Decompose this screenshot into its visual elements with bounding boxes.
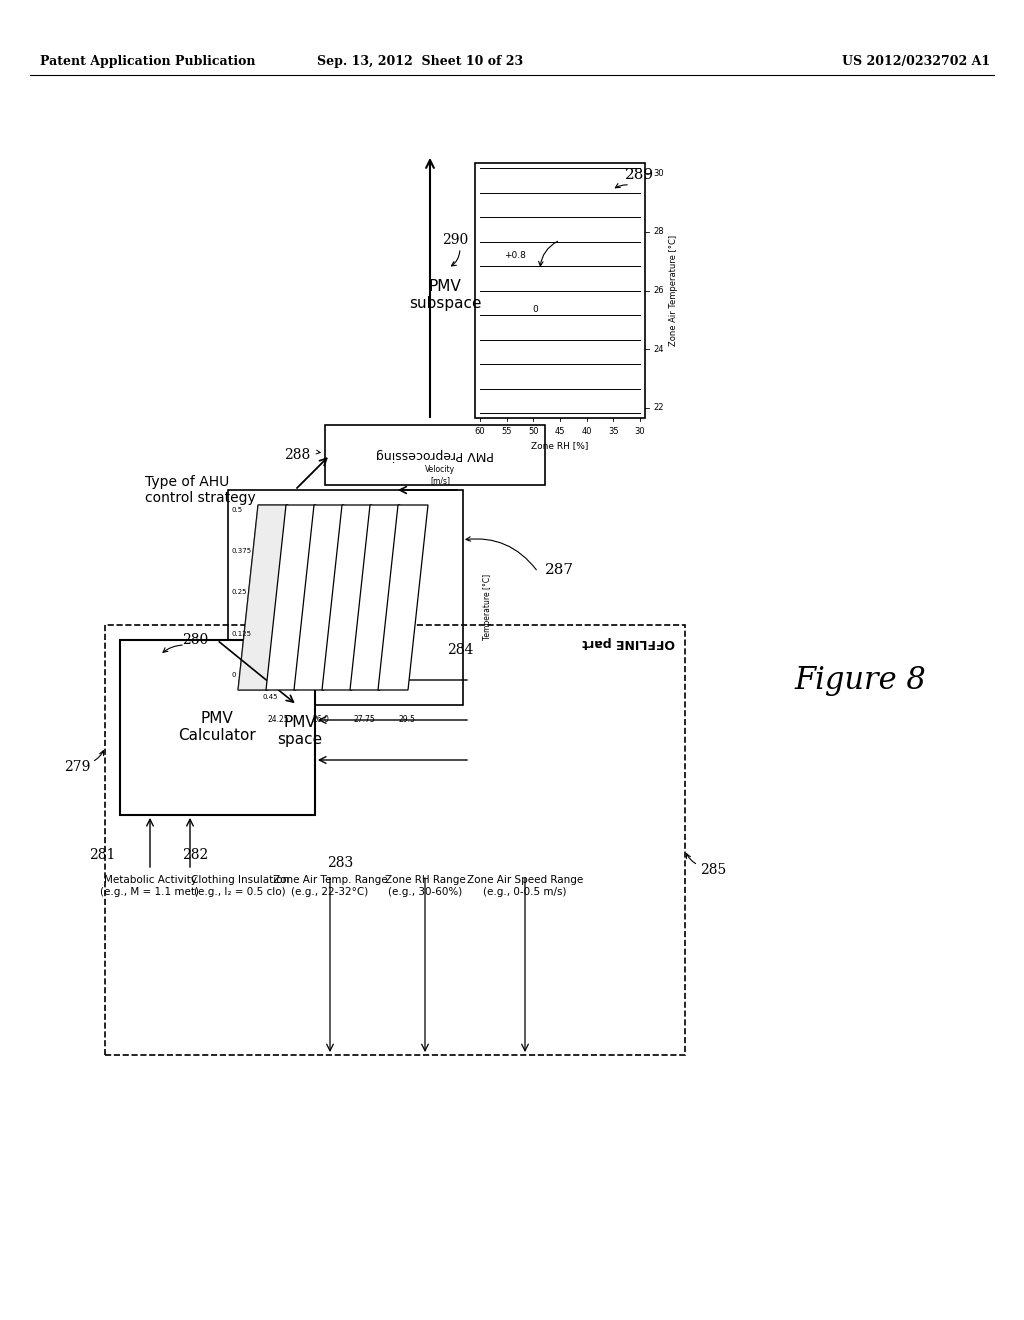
Text: 45: 45 [555, 428, 565, 437]
Text: 27.75: 27.75 [353, 714, 375, 723]
Text: 280: 280 [182, 634, 208, 647]
Text: Zone RH [%]: Zone RH [%] [531, 441, 589, 450]
Text: 40: 40 [582, 428, 592, 437]
Polygon shape [238, 506, 288, 690]
Text: Zone RH Range
(e.g., 30-60%): Zone RH Range (e.g., 30-60%) [385, 875, 465, 896]
Polygon shape [294, 506, 344, 690]
Text: Temperature [°C]: Temperature [°C] [483, 574, 493, 640]
Text: 28: 28 [653, 227, 664, 236]
Text: 286: 286 [276, 583, 303, 597]
Text: 282: 282 [181, 847, 208, 862]
Text: 24: 24 [653, 345, 664, 354]
Text: Clothing Insulation
(e.g., I₂ = 0.5 clo): Clothing Insulation (e.g., I₂ = 0.5 clo) [190, 875, 289, 896]
Text: 284: 284 [446, 643, 473, 657]
Text: 55: 55 [502, 428, 512, 437]
Text: 29.5: 29.5 [398, 714, 416, 723]
Polygon shape [350, 506, 400, 690]
Text: 22: 22 [653, 404, 664, 412]
Text: Type of AHU
control strategy: Type of AHU control strategy [145, 475, 256, 506]
Text: Figure 8: Figure 8 [795, 664, 926, 696]
Bar [228, 490, 463, 705]
Text: Sep. 13, 2012  Sheet 10 of 23: Sep. 13, 2012 Sheet 10 of 23 [317, 55, 523, 69]
Text: PMV
space: PMV space [278, 715, 323, 747]
Text: Metabolic Activity
(e.g., M = 1.1 met): Metabolic Activity (e.g., M = 1.1 met) [100, 875, 200, 896]
Text: +0.8: +0.8 [504, 251, 526, 260]
Bar [475, 162, 645, 418]
Text: Patent Application Publication: Patent Application Publication [40, 55, 256, 69]
Text: OFFLINE part: OFFLINE part [583, 636, 675, 649]
Text: PMV
Calculator: PMV Calculator [178, 710, 256, 743]
Text: 0.5: 0.5 [231, 507, 242, 513]
Bar [105, 624, 685, 1055]
Text: PMV
subspace: PMV subspace [409, 279, 481, 312]
Text: 288: 288 [284, 447, 310, 462]
Text: 285: 285 [700, 863, 726, 876]
Text: Zone Air Temperature [°C]: Zone Air Temperature [°C] [669, 235, 678, 346]
Text: 0.375: 0.375 [231, 548, 251, 554]
Text: 0.125: 0.125 [231, 631, 251, 636]
Text: 35: 35 [608, 428, 618, 437]
Bar [325, 425, 545, 484]
Text: 30: 30 [635, 428, 645, 437]
Polygon shape [378, 506, 428, 690]
Text: PMV Preprocessing: PMV Preprocessing [376, 449, 494, 462]
Text: 60: 60 [475, 428, 485, 437]
Text: US 2012/0232702 A1: US 2012/0232702 A1 [842, 55, 990, 69]
Text: 289: 289 [626, 168, 654, 182]
Text: 283: 283 [327, 855, 353, 870]
Text: 279: 279 [63, 760, 90, 774]
Polygon shape [322, 506, 372, 690]
Text: 0.25: 0.25 [231, 590, 247, 595]
Text: 26.0: 26.0 [312, 714, 330, 723]
Text: 0: 0 [532, 305, 538, 314]
Bar [120, 640, 315, 814]
Text: Zone Air Temp. Range
(e.g., 22-32°C): Zone Air Temp. Range (e.g., 22-32°C) [272, 875, 387, 896]
Text: 24.25: 24.25 [267, 714, 289, 723]
Text: 0: 0 [231, 672, 236, 678]
Text: 290: 290 [442, 234, 468, 247]
Text: 287: 287 [545, 564, 574, 577]
Text: 281: 281 [89, 847, 115, 862]
Text: 26: 26 [653, 286, 664, 294]
Text: 30: 30 [653, 169, 664, 177]
Polygon shape [238, 506, 288, 690]
Text: Zone Air Speed Range
(e.g., 0-0.5 m/s): Zone Air Speed Range (e.g., 0-0.5 m/s) [467, 875, 583, 896]
Text: 0.45: 0.45 [262, 694, 278, 700]
Polygon shape [266, 506, 316, 690]
Text: 50: 50 [528, 428, 539, 437]
Text: Velocity
[m/s]: Velocity [m/s] [425, 465, 455, 484]
